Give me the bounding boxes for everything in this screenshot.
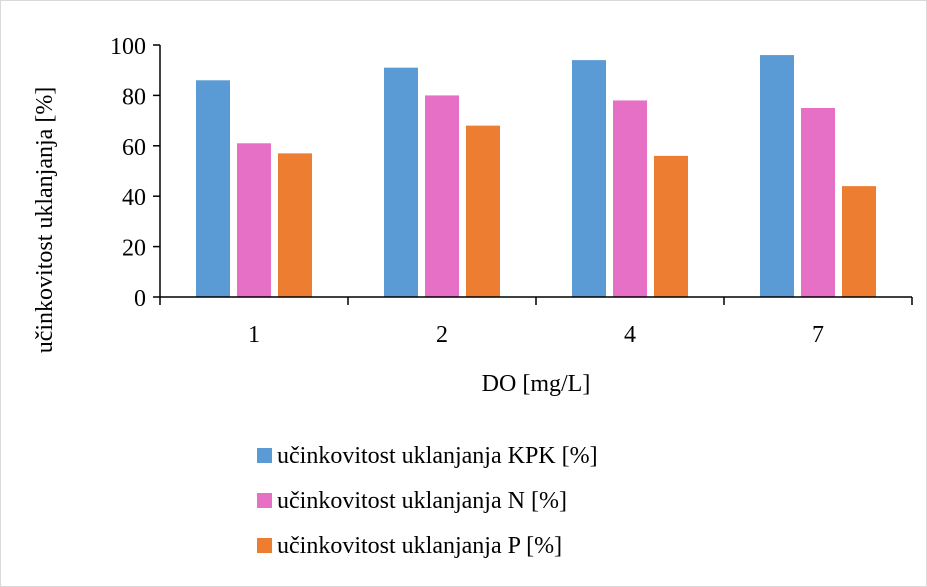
bar-3-1 [278, 153, 312, 297]
x-tick-label: 1 [248, 322, 260, 348]
legend-swatch [257, 448, 272, 463]
bar-1-4 [572, 60, 606, 298]
bar-2-7 [801, 108, 835, 297]
bar-1-2 [384, 67, 418, 298]
axes-group [153, 44, 913, 305]
x-tick-label: 2 [436, 322, 448, 348]
y-tick-label: 100 [110, 34, 146, 60]
y-tick-label: 0 [134, 286, 146, 312]
legend-label: učinkovitost uklanjanja N [%] [277, 488, 567, 514]
legend: učinkovitost uklanjanja KPK [%] učinkovit… [257, 443, 598, 559]
legend-swatch [257, 538, 272, 553]
x-tick-label: 4 [624, 322, 636, 348]
x-tick-label: 7 [812, 322, 824, 348]
bar-3-7 [842, 186, 876, 297]
y-tick-label: 20 [122, 236, 146, 262]
y-tick-labels: 0 20 40 60 80 100 [110, 34, 146, 312]
bar-3-2 [466, 125, 500, 297]
x-axis-label: DO [mg/L] [482, 371, 591, 397]
bar-1-1 [196, 80, 230, 297]
x-tick-labels: 1 2 4 7 [248, 322, 824, 348]
bar-2-1 [237, 143, 271, 297]
legend-swatch [257, 493, 272, 508]
legend-label: učinkovitost uklanjanja KPK [%] [277, 443, 598, 469]
bar-3-4 [654, 155, 688, 297]
bars-group [196, 55, 876, 298]
legend-label: učinkovitost uklanjanja P [%] [277, 533, 562, 559]
y-tick-label: 60 [122, 135, 146, 161]
bar-1-7 [760, 55, 794, 297]
bar-2-2 [425, 95, 459, 298]
bar-2-4 [613, 100, 647, 297]
y-tick-label: 80 [122, 84, 146, 110]
y-tick-label: 40 [122, 185, 146, 211]
y-axis-label: učinkovitost uklanjanja [%] [32, 87, 58, 354]
